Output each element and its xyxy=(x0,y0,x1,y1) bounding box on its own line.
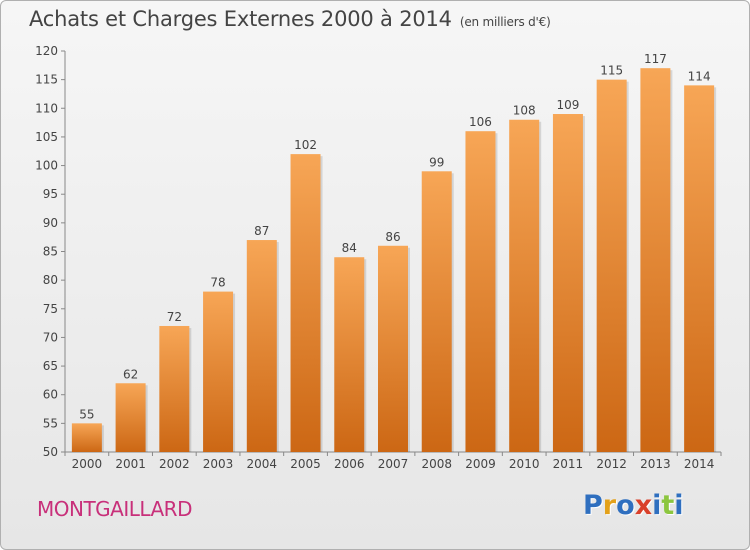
y-tick-label: 60 xyxy=(43,388,58,402)
x-tick-label: 2004 xyxy=(247,457,278,471)
bar-2000 xyxy=(71,423,102,452)
data-label: 114 xyxy=(688,69,711,83)
logo-letter: r xyxy=(602,490,617,521)
title-text: Achats et Charges Externes 2000 à 2014 xyxy=(29,7,452,31)
x-tick-label: 2002 xyxy=(159,457,190,471)
data-label: 84 xyxy=(342,241,357,255)
data-label: 78 xyxy=(210,276,225,290)
y-tick-label: 70 xyxy=(43,330,58,344)
data-label: 87 xyxy=(254,224,269,238)
x-tick-label: 2000 xyxy=(72,457,103,471)
bar-2002 xyxy=(159,325,190,452)
y-tick-label: 90 xyxy=(43,216,58,230)
y-tick-label: 95 xyxy=(43,187,58,201)
y-tick-label: 85 xyxy=(43,245,58,259)
bar-2003 xyxy=(203,291,234,452)
bar-2010 xyxy=(509,119,540,452)
bar-2005 xyxy=(290,154,321,452)
x-tick-label: 2007 xyxy=(378,457,409,471)
x-tick-label: 2006 xyxy=(334,457,365,471)
title-unit: (en milliers d'€) xyxy=(459,15,551,29)
y-tick-label: 110 xyxy=(35,101,58,115)
x-tick-label: 2005 xyxy=(290,457,321,471)
y-tick-label: 80 xyxy=(43,273,58,287)
x-tick-label: 2009 xyxy=(465,457,496,471)
x-tick-label: 2014 xyxy=(684,457,715,471)
x-tick-label: 2011 xyxy=(553,457,584,471)
y-tick-label: 65 xyxy=(43,359,58,373)
bar-2011 xyxy=(552,114,583,452)
logo-letter: i xyxy=(652,490,662,521)
bar-2012 xyxy=(596,79,627,453)
bar-2006 xyxy=(334,257,365,452)
y-tick-label: 50 xyxy=(43,445,58,459)
bar-2014 xyxy=(684,85,715,452)
axes: 50 55 60 65 70 75 80 85 90 95 100 105 110 115 120 2000 2… xyxy=(35,44,722,471)
bar-2004 xyxy=(246,240,277,452)
bar-2013 xyxy=(640,68,671,452)
bars xyxy=(71,68,717,453)
data-labels: 55 62 72 78 87 102 84 86 99 106 108 109 115 117 114 xyxy=(79,52,710,421)
logo-letter: P xyxy=(583,490,603,521)
data-label: 115 xyxy=(600,64,623,78)
town-name: MONTGAILLARD xyxy=(37,497,192,521)
y-tick-label: 75 xyxy=(43,302,58,316)
data-label: 102 xyxy=(294,138,317,152)
logo-letter: t xyxy=(661,490,675,521)
data-label: 117 xyxy=(644,52,667,66)
data-label: 99 xyxy=(429,155,444,169)
y-tick-label: 55 xyxy=(43,416,58,430)
logo-letter: x xyxy=(634,490,653,521)
logo-letter: o xyxy=(616,490,635,521)
proxiti-logo[interactable]: Proxiti xyxy=(583,490,684,521)
x-tick-label: 2008 xyxy=(421,457,452,471)
bar-2009 xyxy=(465,131,496,452)
data-label: 62 xyxy=(123,367,138,381)
data-label: 72 xyxy=(167,310,182,324)
data-label: 55 xyxy=(79,407,94,421)
data-label: 109 xyxy=(556,98,579,112)
y-tick-label: 100 xyxy=(35,159,58,173)
x-tick-label: 2001 xyxy=(115,457,146,471)
data-label: 106 xyxy=(469,115,492,129)
y-tick-label: 120 xyxy=(35,44,58,58)
bar-2001 xyxy=(115,383,146,452)
x-tick-label: 2003 xyxy=(203,457,234,471)
x-tick-label: 2012 xyxy=(596,457,627,471)
chart-title: Achats et Charges Externes 2000 à 2014 (e… xyxy=(29,7,551,31)
x-tick-label: 2010 xyxy=(509,457,540,471)
y-tick-label: 115 xyxy=(35,73,58,87)
bar-2008 xyxy=(421,171,452,453)
data-label: 108 xyxy=(513,104,536,118)
y-tick-label: 105 xyxy=(35,130,58,144)
bar-2007 xyxy=(378,245,408,452)
logo-letter: i xyxy=(674,490,684,521)
data-label: 86 xyxy=(385,230,400,244)
x-tick-label: 2013 xyxy=(640,457,671,471)
